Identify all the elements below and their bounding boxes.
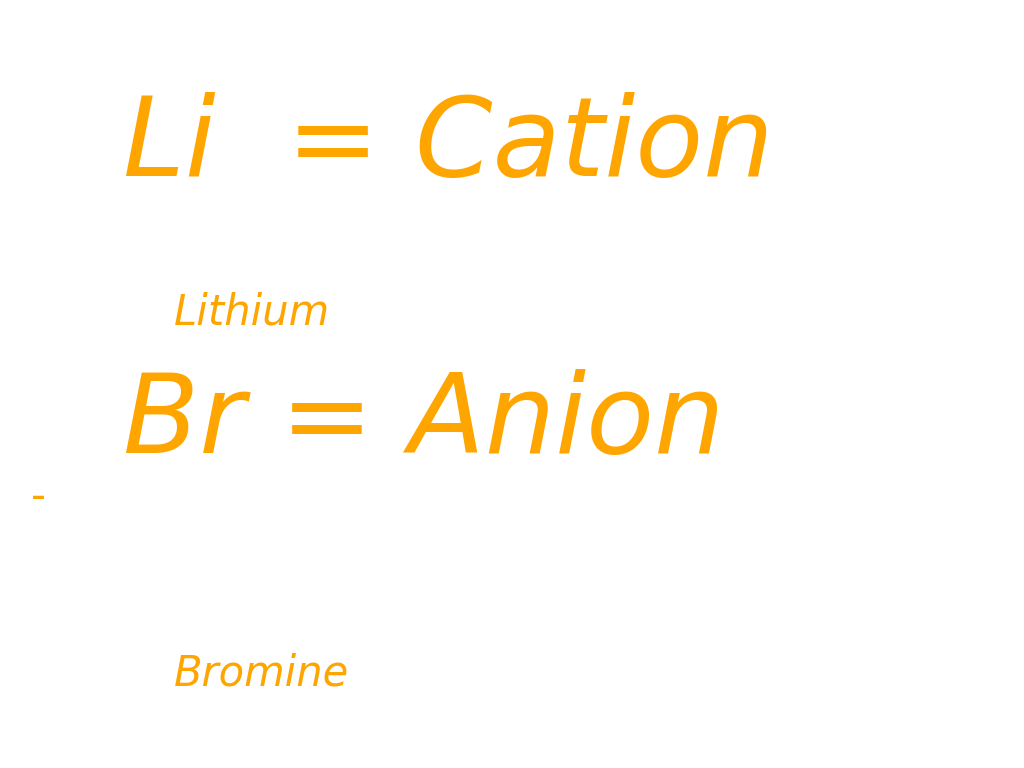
Text: Lithium: Lithium [174,292,330,334]
Text: Li  = Cation: Li = Cation [123,92,773,199]
Text: -: - [31,476,46,518]
Text: Br = Anion: Br = Anion [123,369,724,475]
Text: Bromine: Bromine [174,653,349,695]
